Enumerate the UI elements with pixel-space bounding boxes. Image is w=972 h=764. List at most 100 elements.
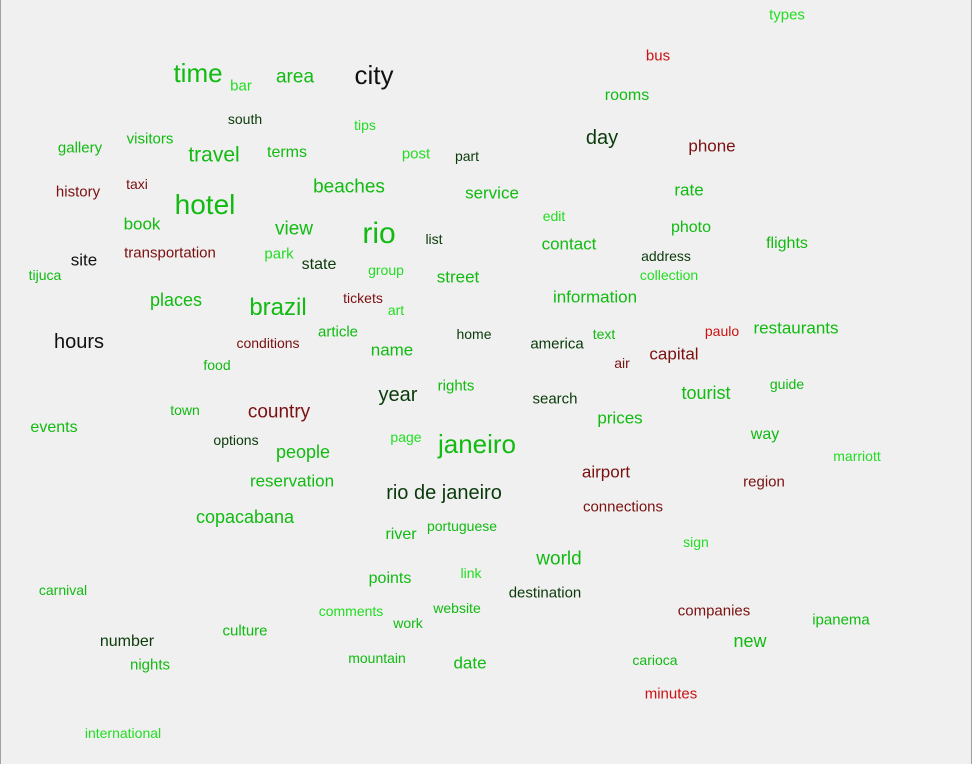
word-contact: contact bbox=[541, 234, 597, 254]
word-prices: prices bbox=[597, 408, 643, 428]
word-hours: hours bbox=[53, 331, 105, 353]
word-options: options bbox=[213, 432, 259, 448]
word-rate: rate bbox=[674, 180, 704, 200]
word-art: art bbox=[387, 302, 405, 318]
word-paulo: paulo bbox=[704, 323, 740, 339]
word-people: people bbox=[275, 442, 331, 462]
word-rio-de-janeiro: rio de janeiro bbox=[386, 482, 502, 504]
word-time: time bbox=[173, 58, 223, 88]
word-beaches: beaches bbox=[313, 176, 385, 198]
word-tourist: tourist bbox=[681, 383, 731, 403]
word-number: number bbox=[99, 633, 155, 650]
word-events: events bbox=[30, 419, 78, 436]
word-way: way bbox=[750, 426, 780, 443]
word-south: south bbox=[227, 111, 263, 127]
word-comments: comments bbox=[318, 603, 384, 619]
word-janeiro: janeiro bbox=[437, 429, 517, 459]
word-bus: bus bbox=[645, 47, 671, 65]
word-information: information bbox=[552, 287, 638, 307]
word-list: list bbox=[425, 231, 443, 247]
word-restaurants: restaurants bbox=[753, 318, 839, 338]
word-photo: photo bbox=[670, 219, 712, 236]
word-service: service bbox=[465, 183, 519, 203]
word-companies: companies bbox=[677, 602, 751, 620]
word-text: text bbox=[592, 326, 616, 342]
word-rights: rights bbox=[437, 377, 475, 395]
word-carnival: carnival bbox=[38, 582, 88, 598]
word-city: city bbox=[354, 60, 394, 90]
word-transportation: transportation bbox=[124, 244, 216, 262]
word-rio: rio bbox=[362, 217, 396, 250]
word-date: date bbox=[453, 653, 487, 673]
word-edit: edit bbox=[542, 208, 566, 224]
word-world: world bbox=[536, 548, 582, 570]
word-tijuca: tijuca bbox=[28, 267, 62, 283]
word-ipanema: ipanema bbox=[812, 611, 870, 629]
word-address: address bbox=[641, 248, 691, 264]
word-reservation: reservation bbox=[249, 471, 335, 491]
word-street: street bbox=[436, 267, 480, 287]
word-sign: sign bbox=[683, 534, 709, 550]
word-portuguese: portuguese bbox=[426, 518, 498, 534]
word-group: group bbox=[368, 262, 404, 278]
word-region: region bbox=[743, 473, 785, 491]
word-connections: connections bbox=[582, 498, 664, 516]
word-terms: terms bbox=[267, 144, 307, 161]
word-site: site bbox=[70, 250, 98, 270]
word-conditions: conditions bbox=[236, 335, 300, 351]
word-part: part bbox=[454, 148, 480, 164]
word-home: home bbox=[456, 326, 492, 342]
word-name: name bbox=[370, 340, 414, 360]
word-work: work bbox=[393, 615, 423, 631]
word-brazil: brazil bbox=[249, 294, 307, 321]
word-international: international bbox=[84, 725, 162, 741]
word-search: search bbox=[532, 390, 578, 408]
word-culture: culture bbox=[222, 622, 268, 640]
word-new: new bbox=[733, 631, 767, 651]
word-day: day bbox=[585, 127, 619, 149]
word-nights: nights bbox=[129, 656, 171, 674]
word-gallery: gallery bbox=[57, 139, 103, 157]
word-capital: capital bbox=[649, 344, 699, 364]
word-view: view bbox=[274, 218, 314, 240]
word-tips: tips bbox=[354, 117, 376, 133]
word-points: points bbox=[368, 570, 412, 587]
word-park: park bbox=[264, 245, 294, 263]
word-town: town bbox=[170, 402, 200, 418]
word-book: book bbox=[123, 214, 161, 234]
word-types: types bbox=[769, 6, 805, 24]
word-collection: collection bbox=[639, 267, 699, 283]
word-river: river bbox=[385, 526, 417, 543]
word-mountain: mountain bbox=[348, 650, 406, 666]
word-hotel: hotel bbox=[174, 189, 236, 220]
word-air: air bbox=[614, 355, 630, 371]
word-america: america bbox=[530, 335, 584, 353]
word-airport: airport bbox=[581, 462, 631, 482]
word-rooms: rooms bbox=[604, 87, 650, 104]
word-phone: phone bbox=[688, 136, 736, 156]
word-history: history bbox=[55, 183, 101, 201]
word-link: link bbox=[460, 565, 482, 581]
word-website: website bbox=[433, 600, 481, 616]
word-visitors: visitors bbox=[126, 130, 174, 148]
word-taxi: taxi bbox=[126, 176, 148, 192]
word-carioca: carioca bbox=[632, 652, 678, 668]
word-article: article bbox=[317, 323, 359, 341]
word-food: food bbox=[203, 357, 231, 373]
word-bar: bar bbox=[230, 77, 252, 95]
word-tickets: tickets bbox=[343, 290, 383, 306]
word-area: area bbox=[275, 66, 315, 88]
word-travel: travel bbox=[188, 143, 240, 167]
word-guide: guide bbox=[769, 376, 805, 392]
word-post: post bbox=[401, 145, 431, 163]
word-flights: flights bbox=[766, 235, 808, 252]
word-places: places bbox=[149, 290, 203, 310]
word-minutes: minutes bbox=[644, 685, 698, 703]
word-country: country bbox=[247, 401, 311, 423]
word-copacabana: copacabana bbox=[195, 507, 295, 527]
word-year: year bbox=[378, 384, 418, 406]
word-destination: destination bbox=[508, 584, 582, 602]
word-page: page bbox=[390, 429, 422, 445]
word-marriott: marriott bbox=[833, 448, 881, 464]
